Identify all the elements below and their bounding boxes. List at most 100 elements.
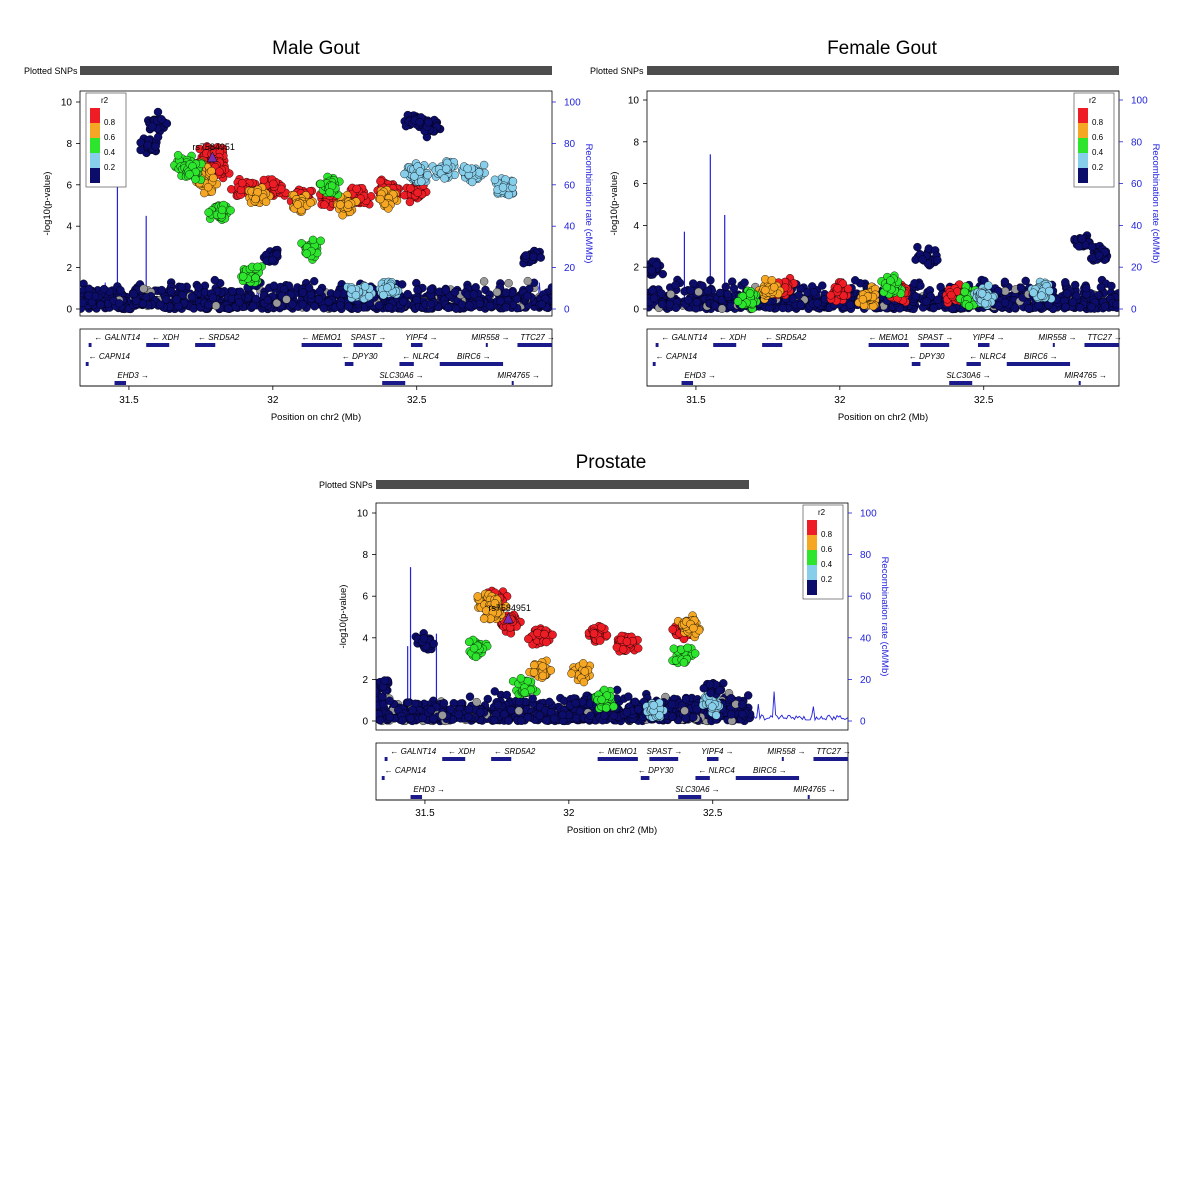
- snp-point: [157, 115, 166, 124]
- snp-point: [738, 710, 747, 719]
- legend-swatch: [1078, 123, 1088, 138]
- snp-point: [740, 278, 749, 287]
- snp-point: [744, 691, 753, 700]
- snp-point: [469, 290, 479, 299]
- snp-point: [886, 276, 895, 285]
- snp-point: [649, 294, 659, 303]
- snp-point: [681, 714, 690, 723]
- y2-axis-label: Recombination rate (cM/Mb): [1150, 144, 1161, 264]
- snp-point: [148, 122, 157, 131]
- gene-body: [399, 362, 414, 366]
- gene-body: [868, 343, 909, 347]
- snp-point: [293, 200, 302, 209]
- r2-legend: r20.80.60.40.2: [85, 92, 127, 188]
- snp-point: [438, 711, 447, 720]
- plotted-snps-label: Plotted SNPs: [319, 480, 373, 490]
- gene-body: [762, 343, 783, 347]
- snp-point: [558, 710, 567, 719]
- snp-point: [846, 300, 855, 309]
- snp-point: [398, 280, 407, 289]
- snp-point: [440, 174, 449, 183]
- snp-point: [703, 286, 712, 295]
- snp-point: [403, 698, 413, 707]
- snp-point: [374, 301, 384, 310]
- snp-point: [211, 301, 221, 310]
- snp-point: [347, 285, 356, 294]
- snp-point: [490, 716, 499, 725]
- snp-point: [194, 283, 203, 292]
- snp-point: [727, 694, 736, 703]
- snp-point: [1061, 302, 1070, 312]
- gene-body: [1078, 381, 1081, 385]
- gene-label: ← XDH: [152, 333, 179, 342]
- snp-point: [351, 291, 361, 300]
- snp-point: [457, 300, 466, 309]
- snp-point: [1072, 291, 1081, 301]
- snp-point: [325, 188, 334, 197]
- snp-point: [364, 292, 374, 301]
- gene-body: [1006, 362, 1071, 366]
- snp-point: [302, 249, 311, 258]
- snp-point: [177, 282, 186, 292]
- snp-point: [173, 150, 183, 160]
- y-tick-label: 10: [61, 98, 73, 109]
- snp-point: [129, 289, 138, 299]
- snp-point: [450, 288, 460, 297]
- snp-point: [248, 301, 258, 311]
- snp-point: [210, 275, 220, 285]
- snp-point: [596, 636, 605, 645]
- gene-body: [485, 343, 488, 347]
- snp-point: [405, 197, 415, 207]
- gene-label: MIR558 →: [1038, 333, 1076, 342]
- x-tick-label: 31.5: [686, 395, 706, 406]
- snp-point: [251, 273, 260, 282]
- snp-point: [191, 175, 200, 184]
- y2-tick-label: 80: [860, 550, 872, 561]
- gene-label: ← MEMO1: [302, 333, 342, 342]
- snp-point: [153, 107, 163, 117]
- snp-point: [680, 706, 689, 715]
- snp-point: [156, 300, 165, 309]
- snp-point: [634, 705, 643, 714]
- chart-title: Female Gout: [827, 38, 938, 59]
- snp-point: [681, 695, 691, 704]
- plotted-snps-label: Plotted SNPs: [590, 66, 644, 76]
- snp-point: [383, 283, 392, 292]
- snp-point: [403, 289, 412, 299]
- plot-area: [80, 107, 552, 314]
- snp-point: [463, 164, 472, 173]
- snp-point: [933, 295, 942, 304]
- snp-point: [485, 301, 495, 311]
- y-tick-label: 2: [633, 263, 639, 274]
- snp-point: [634, 644, 643, 653]
- snp-point: [412, 295, 421, 305]
- snp-point: [745, 289, 755, 298]
- y-tick-label: 10: [628, 96, 640, 107]
- y-tick-label: 8: [633, 137, 639, 148]
- gene-body: [88, 343, 92, 347]
- x-tick-label: 32: [267, 395, 279, 406]
- gene-body: [344, 362, 354, 366]
- snp-point: [647, 266, 656, 275]
- y-tick-label: 0: [633, 305, 639, 316]
- gene-label: BIRC6 →: [457, 352, 491, 361]
- y-tick-label: 8: [362, 550, 368, 561]
- snp-point: [501, 288, 511, 297]
- snp-point: [1100, 302, 1110, 311]
- gene-body: [652, 362, 656, 366]
- gene-label: YIPF4 →: [405, 333, 437, 342]
- gene-label: SPAST →: [351, 333, 387, 342]
- snp-point: [207, 166, 216, 176]
- snp-point: [694, 287, 703, 297]
- y-tick-label: 4: [66, 222, 72, 233]
- snp-point: [217, 205, 227, 215]
- legend-label: 0.6: [104, 133, 116, 142]
- gene-label: ← NLRC4: [969, 352, 1006, 361]
- gene-body: [1084, 343, 1119, 347]
- gene-body: [911, 362, 921, 366]
- snp-point: [1070, 280, 1080, 290]
- snp-point: [376, 716, 385, 725]
- snp-point: [517, 716, 526, 725]
- snp-point: [493, 700, 502, 710]
